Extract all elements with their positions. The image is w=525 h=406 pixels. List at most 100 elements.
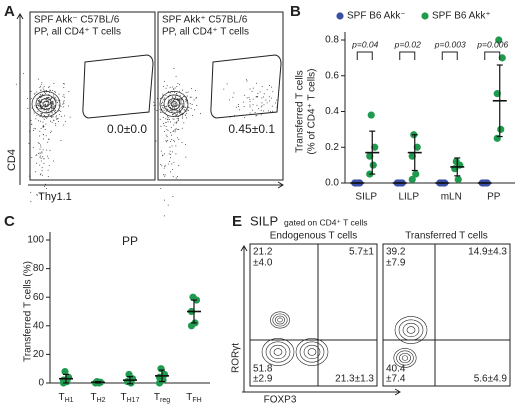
event-dot	[191, 88, 193, 90]
event-dot	[255, 115, 257, 117]
event-dot	[183, 109, 185, 111]
contour	[401, 355, 409, 361]
panel-label: E	[232, 213, 242, 230]
y-tick-label: 0.0	[325, 178, 339, 189]
event-dot	[44, 93, 46, 95]
event-dot	[168, 102, 170, 104]
y-tick-label: 0	[38, 378, 44, 389]
event-dot	[185, 106, 187, 108]
event-dot	[48, 115, 50, 117]
x-tick-label: TFH	[186, 392, 201, 405]
plot-subtitle: PP, all CD4⁺ T cells	[34, 27, 121, 38]
p-value: p=0.02	[394, 39, 422, 49]
event-dot	[169, 171, 171, 173]
event-dot	[167, 204, 169, 206]
contour	[163, 94, 185, 114]
event-dot	[187, 91, 189, 93]
event-dot	[175, 145, 177, 147]
event-dot	[53, 106, 55, 108]
contour	[167, 98, 181, 110]
event-dot	[165, 118, 167, 120]
event-dot	[164, 175, 166, 177]
event-dot	[156, 109, 158, 111]
event-dot	[179, 94, 181, 96]
bracket	[399, 51, 416, 60]
y-axis-title: Transferred T cells (%)	[23, 261, 34, 362]
contour	[393, 348, 417, 368]
event-dot	[268, 110, 270, 112]
event-dot	[174, 87, 176, 89]
quadrant-stat: ±7.4	[386, 374, 406, 385]
y-axis-title: (% of CD4⁺ T cells)	[307, 68, 318, 154]
chart-title: PP	[122, 234, 138, 248]
y-tick-label: 20	[33, 349, 45, 360]
event-dot	[182, 89, 184, 91]
event-dot	[153, 101, 155, 103]
event-dot	[36, 162, 38, 164]
event-dot	[63, 96, 65, 98]
event-dot	[164, 131, 166, 133]
event-dot	[178, 110, 180, 112]
event-dot	[39, 156, 41, 158]
event-dot	[30, 119, 32, 121]
event-dot	[171, 134, 173, 136]
event-dot	[186, 95, 188, 97]
event-dot	[28, 130, 30, 132]
event-dot	[174, 99, 176, 101]
event-dot	[56, 99, 58, 101]
event-dot	[170, 154, 172, 156]
event-dot	[57, 99, 59, 101]
quadrant-stat: ±2.9	[253, 374, 273, 385]
data-point	[454, 175, 462, 184]
event-dot	[173, 130, 175, 132]
event-dot	[169, 87, 171, 89]
event-dot	[44, 128, 46, 130]
event-dot	[40, 114, 42, 116]
event-dot	[191, 104, 193, 106]
event-dot	[169, 146, 171, 148]
plot-subtitle: PP, all CD4⁺ T cells	[162, 27, 249, 38]
contour	[159, 91, 189, 117]
arrow-head	[16, 13, 24, 20]
contour	[170, 100, 178, 108]
contour	[274, 315, 286, 325]
event-dot	[41, 151, 43, 153]
event-dot	[156, 97, 158, 99]
event-dot	[163, 97, 165, 99]
event-dot	[163, 167, 165, 169]
event-dot	[48, 86, 50, 88]
event-dot	[165, 140, 167, 142]
event-dot	[162, 97, 164, 99]
data-point	[408, 152, 416, 160]
event-dot	[50, 130, 52, 132]
event-dot	[31, 107, 33, 109]
event-dot	[271, 105, 273, 107]
event-dot	[165, 106, 167, 108]
event-dot	[172, 104, 174, 106]
event-dot	[195, 97, 197, 99]
contour	[261, 338, 295, 366]
event-dot	[63, 115, 65, 117]
event-dot	[257, 92, 259, 94]
event-dot	[47, 157, 49, 159]
category-main: T	[121, 392, 127, 403]
event-dot	[162, 106, 164, 108]
event-dot	[63, 83, 65, 85]
event-dot	[180, 101, 182, 103]
event-dot	[154, 104, 156, 106]
event-dot	[226, 83, 228, 85]
event-dot	[167, 163, 169, 165]
event-dot	[169, 92, 171, 94]
panel-label: B	[290, 3, 301, 20]
event-dot	[40, 120, 42, 122]
event-dot	[168, 102, 170, 104]
event-dot	[180, 103, 182, 105]
event-dot	[43, 185, 45, 187]
event-dot	[41, 167, 43, 169]
event-dot	[259, 91, 261, 93]
event-dot	[256, 104, 258, 106]
event-dot	[40, 108, 42, 110]
event-dot	[237, 103, 239, 105]
event-dot	[157, 122, 159, 124]
event-dot	[43, 134, 45, 136]
